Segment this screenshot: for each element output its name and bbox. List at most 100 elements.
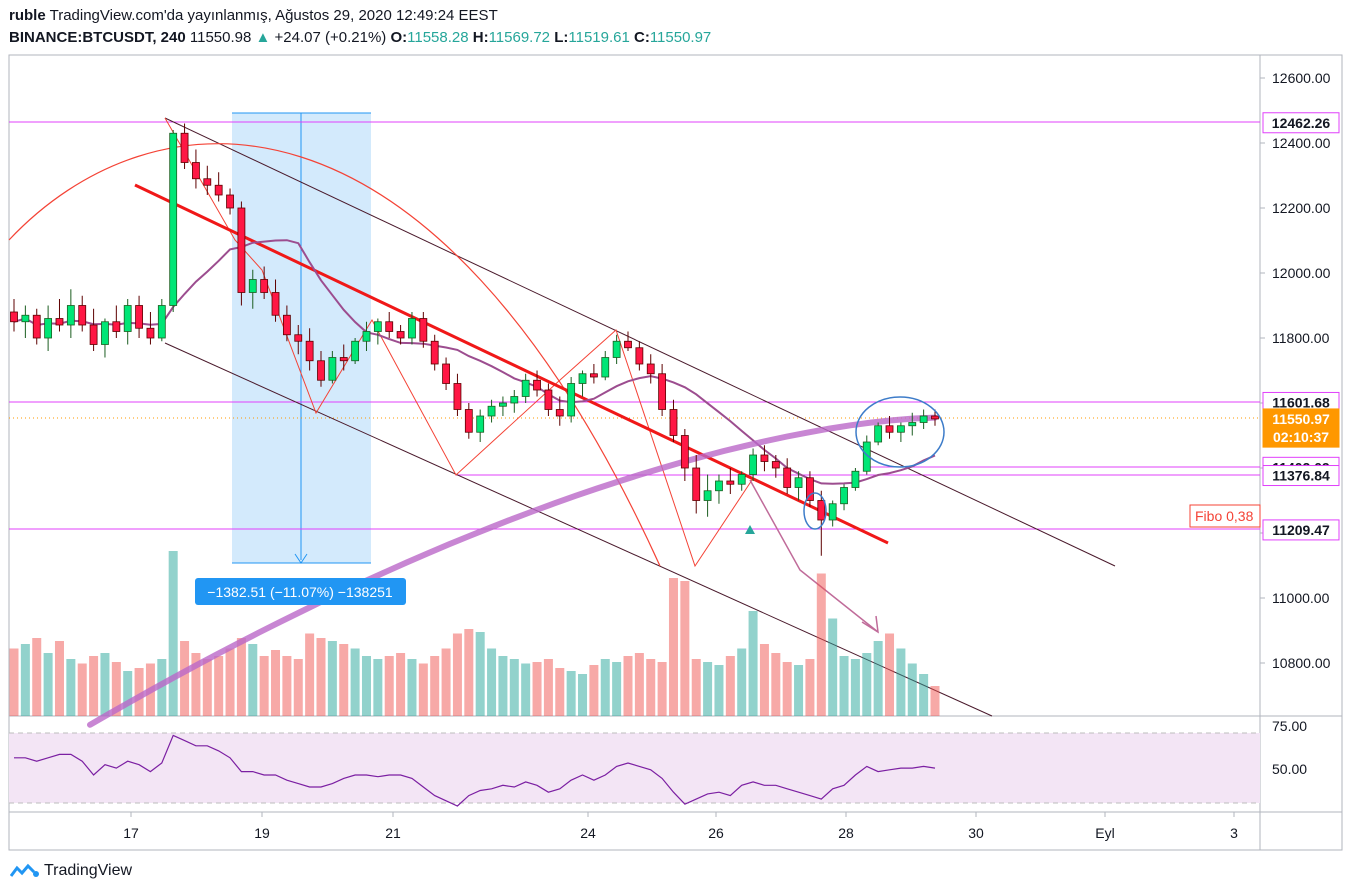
volume-bar	[498, 656, 508, 716]
candle-body	[237, 207, 246, 293]
volume-bar	[543, 659, 553, 716]
volume-bar	[794, 665, 804, 716]
candle-body	[55, 318, 64, 326]
rsi-line	[14, 734, 936, 807]
volume-bar	[782, 662, 792, 716]
candle-body	[635, 347, 644, 365]
time-tick-label: 3	[1230, 825, 1238, 841]
volume-bar	[487, 648, 497, 716]
price-tick-label: 12400.00	[1272, 135, 1331, 151]
time-tick-label: 21	[385, 825, 401, 841]
rsi-tick-50: 50.00	[1272, 761, 1307, 777]
volume-bar	[293, 659, 303, 716]
candle-body	[851, 470, 860, 488]
symbol[interactable]: BINANCE:BTCUSDT, 240	[9, 29, 186, 46]
candle-body	[544, 389, 553, 410]
candle-body	[282, 314, 291, 336]
red-trendline[interactable]	[134, 183, 889, 545]
candle-body	[908, 422, 917, 427]
candle-body	[78, 305, 87, 326]
candle-body	[157, 305, 166, 339]
volume-bar	[452, 633, 462, 716]
projection-arrow[interactable]	[749, 479, 879, 633]
candle-body	[896, 425, 905, 433]
high-label: H:	[472, 29, 489, 46]
volume-bar	[509, 659, 519, 716]
change-value: +24.07 (+0.21%)	[274, 29, 387, 46]
price-label: 12462.26	[1272, 115, 1331, 131]
volume-bar	[327, 641, 337, 716]
candle-body	[226, 194, 234, 209]
channel-upper-line[interactable]	[164, 117, 1116, 567]
volume-bar	[282, 656, 292, 716]
candle-body	[123, 305, 132, 332]
candle-body	[442, 363, 450, 384]
candle-body	[919, 415, 928, 423]
price-label: 11601.68	[1272, 394, 1330, 410]
volume-bar	[157, 659, 167, 716]
candle-body	[453, 383, 462, 410]
highlight-ellipse-small[interactable]	[803, 492, 827, 530]
ma-fast-line	[13, 239, 936, 485]
brand-logo[interactable]: TradingView	[10, 862, 132, 880]
time-tick-label: 30	[968, 825, 984, 841]
candle-body	[214, 184, 223, 196]
candle-body	[771, 461, 780, 469]
candle-body	[21, 314, 30, 323]
price-label: 11550.97	[1272, 411, 1330, 427]
volume-bar	[305, 633, 315, 716]
volume-bar	[180, 641, 190, 716]
zigzag-drawing[interactable]	[164, 117, 753, 568]
volume-bar	[555, 668, 565, 716]
volume-bar	[680, 581, 690, 716]
candle-body	[135, 305, 143, 329]
published-text: TradingView.com'da yayınlanmış, Ağustos …	[49, 7, 498, 24]
price-label-box	[1262, 519, 1340, 541]
rsi-tick-75: 75.00	[1272, 718, 1307, 734]
volume-bar	[748, 611, 758, 716]
volume-bar	[703, 662, 713, 716]
price-tick-label: 11800.00	[1272, 330, 1330, 346]
price-label-box	[1262, 426, 1340, 448]
price-tick-label: 11000.00	[1272, 590, 1330, 606]
candle-body	[862, 441, 871, 472]
volume-bar	[828, 618, 838, 716]
ma-slow-line	[87, 414, 938, 728]
time-tick-label: 24	[580, 825, 596, 841]
candle-body	[44, 318, 53, 339]
candle-body	[396, 331, 405, 339]
price-label-box	[1262, 465, 1340, 487]
fibo-label-box	[1189, 504, 1261, 528]
high-value: 11569.72	[488, 29, 551, 46]
volume-bar	[134, 668, 144, 716]
candle-body	[328, 357, 337, 381]
arc-drawing[interactable]	[8, 143, 661, 567]
low-value: 11519.61	[568, 29, 630, 46]
header-line-2: BINANCE:BTCUSDT, 240 11550.98 ▲ +24.07 (…	[9, 29, 711, 46]
time-axis-ticks: 17 19 21 24 26 28 30 Eyl 3	[123, 812, 1238, 841]
time-tick-label: 17	[123, 825, 139, 841]
candle-body	[783, 467, 792, 488]
candle-body	[840, 487, 848, 505]
price-label: 02:10:37	[1273, 429, 1329, 445]
volume-bar	[89, 656, 99, 716]
volume-bar	[657, 662, 667, 716]
candle-body	[362, 331, 371, 342]
volume-bar	[271, 650, 281, 716]
volume-bar	[691, 659, 701, 716]
candle-body	[203, 178, 212, 186]
volume-bar	[339, 644, 349, 716]
channel-lower-line[interactable]	[164, 342, 993, 717]
last-price: 11550.98	[189, 29, 252, 46]
highlight-ellipse-large[interactable]	[855, 396, 945, 468]
chart-frame	[8, 54, 1343, 851]
volume-bar	[396, 653, 406, 716]
volume-bar	[839, 656, 849, 716]
candle-body	[715, 480, 723, 492]
volume-bar	[816, 573, 826, 716]
candle-body	[874, 425, 883, 443]
price-labels: 12462.2611601.6811550.9702:10:3711402.09…	[1262, 112, 1340, 541]
open-value: 11558.28	[407, 29, 469, 46]
candle-body	[794, 477, 803, 488]
